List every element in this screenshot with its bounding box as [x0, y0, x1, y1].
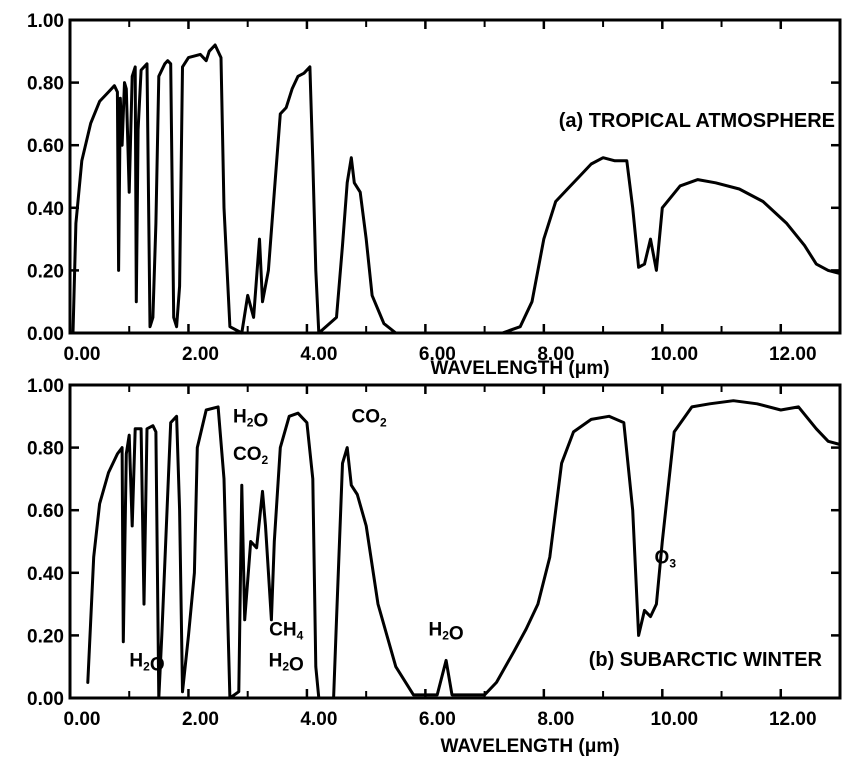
gas-annotation: H2O	[429, 619, 464, 644]
x-tick-label: 12.00	[769, 344, 817, 365]
transmittance-line	[86, 399, 842, 700]
x-tick-label: 10.00	[651, 709, 699, 730]
y-tick-label: 0.00	[27, 689, 64, 710]
x-tick-label: 8.00	[537, 709, 574, 730]
gas-annotation: CO2	[233, 444, 269, 467]
y-tick-label: 0.40	[27, 564, 64, 585]
y-tick-label: 0.80	[27, 74, 64, 95]
y-tick-label: 0.40	[27, 199, 64, 220]
x-tick-label: 2.00	[182, 709, 219, 730]
panel-title: (a) TROPICAL ATMOSPHERE	[559, 110, 835, 132]
x-tick-label: 4.00	[300, 709, 337, 730]
panel-a: 0.00 0.20 0.40 0.60 0.80 1.00 0.00 2.00 4.00 6.00…	[27, 11, 842, 379]
y-tick-label: 0.80	[27, 439, 64, 460]
y-tick-label: 0.60	[27, 136, 64, 157]
plot-frame	[68, 383, 842, 700]
gas-annotation: H2O	[269, 651, 304, 676]
x-tick-label: 6.00	[419, 709, 456, 730]
gas-annotation: H2O	[129, 651, 164, 676]
gas-annotation: H2O	[233, 407, 268, 432]
gas-annotation: CO2	[352, 407, 388, 430]
x-tick-label: 12.00	[769, 709, 817, 730]
y-tick-label: 1.00	[27, 11, 64, 32]
x-axis-title: WAVELENGTH (μm)	[440, 736, 619, 757]
x-tick-label: 0.00	[64, 709, 101, 730]
x-axis-title: WAVELENGTH (μm)	[430, 358, 609, 379]
panel-title: (b) SUBARCTIC WINTER	[589, 649, 823, 671]
y-tick-label: 1.00	[27, 376, 64, 397]
x-tick-label: 0.00	[64, 344, 101, 365]
y-tick-label: 0.20	[27, 261, 64, 282]
x-tick-label: 6.00	[419, 344, 456, 365]
panel-b: 0.00 0.20 0.40 0.60 0.80 1.00 0.00 2.00 4.00 6.00…	[27, 376, 842, 757]
x-tick-label: 10.00	[651, 344, 699, 365]
gas-annotation: O3	[655, 547, 677, 570]
x-tick-label: 8.00	[537, 344, 574, 365]
transmittance-line	[71, 43, 842, 335]
y-tick-label: 0.00	[27, 324, 64, 345]
y-tick-label: 0.60	[27, 501, 64, 522]
plot-frame	[68, 18, 842, 335]
y-tick-label: 0.20	[27, 626, 64, 647]
gas-annotation: CH4	[269, 619, 303, 642]
x-tick-label: 2.00	[182, 344, 219, 365]
x-tick-label: 4.00	[300, 344, 337, 365]
